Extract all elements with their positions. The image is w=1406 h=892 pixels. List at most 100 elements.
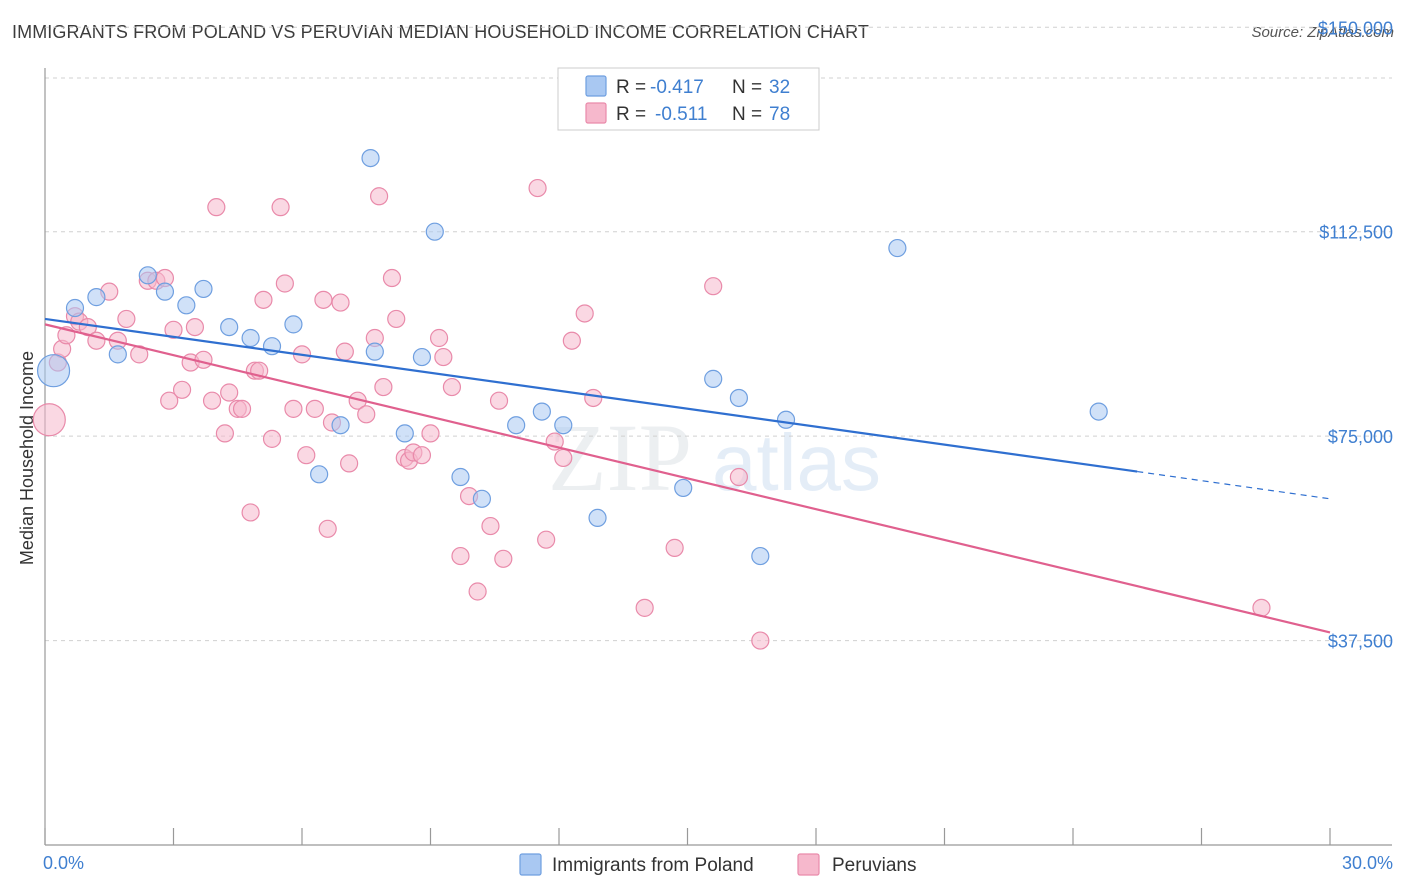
y-tick-label: $112,500	[1319, 223, 1393, 243]
peruvians-point	[442, 377, 462, 397]
peruvians-point	[429, 328, 449, 348]
peruvians-point	[241, 503, 260, 522]
poland-point	[284, 315, 303, 334]
poland-point	[776, 410, 796, 429]
peruvians-point	[704, 277, 723, 296]
poland-point	[472, 489, 491, 508]
poland-point	[365, 342, 384, 361]
legend-r-label-poland: R =	[616, 77, 646, 98]
peruvians-point	[537, 530, 556, 549]
poland-point	[451, 467, 470, 487]
peruvians-point	[271, 198, 290, 217]
poland-point	[729, 388, 749, 408]
legend-n-label-peruvians: N =	[732, 104, 762, 125]
peruvians-point	[284, 399, 303, 418]
peruvians-point	[32, 403, 66, 437]
poland-point	[412, 347, 432, 367]
peruvians-point	[185, 317, 205, 337]
poland-point	[395, 424, 414, 443]
y-tick-label: $150,000	[1318, 18, 1393, 38]
poland-point	[177, 296, 196, 315]
peruvians-point	[481, 516, 500, 536]
peruvians-point	[382, 268, 402, 288]
legend-bottom: Immigrants from Poland Peruvians	[519, 853, 917, 876]
series-poland-points	[36, 148, 1108, 566]
poland-point	[65, 298, 85, 318]
poland-point	[588, 508, 607, 528]
peruvians-point	[451, 546, 470, 566]
peruvians-point	[202, 391, 222, 410]
poland-trend-extension	[1137, 470, 1331, 500]
poland-point	[194, 279, 213, 299]
legend-r-label-peruvians: R =	[616, 104, 646, 125]
legend-n-value-peruvians: 78	[769, 104, 790, 125]
poland-point	[220, 317, 239, 337]
legend-n-label-poland: N =	[732, 77, 762, 98]
peruvians-point	[370, 187, 389, 206]
peruvians-point	[254, 290, 273, 309]
peruvians-point	[374, 377, 393, 397]
peruvians-point	[421, 424, 440, 443]
peruvians-point	[207, 198, 226, 217]
poland-point	[108, 345, 127, 364]
legend-r-value-poland: -0.417	[650, 77, 704, 98]
poland-point	[331, 416, 350, 435]
peruvians-point	[262, 429, 282, 448]
poland-point	[507, 416, 526, 435]
peruvians-point	[335, 342, 354, 361]
bottom-legend-swatch-peruvians	[797, 853, 820, 876]
poland-point	[310, 465, 329, 484]
legend-n-value-poland: 32	[769, 77, 790, 98]
y-tick-label: $75,000	[1328, 427, 1393, 447]
bottom-legend-label-poland: Immigrants from Poland	[552, 855, 754, 876]
poland-point	[138, 266, 157, 285]
peruvians-point	[275, 274, 294, 293]
legend-swatch-poland	[585, 75, 607, 97]
peruvians-point	[160, 391, 179, 410]
peruvians-point	[489, 391, 509, 410]
poland-point	[36, 354, 71, 388]
peruvians-point	[314, 290, 333, 309]
peruvians-point	[297, 446, 316, 465]
peruvians-point	[554, 448, 573, 468]
x-tick-label-min: 0.0%	[43, 853, 84, 873]
peruvians-point	[305, 399, 324, 418]
legend-r-value-peruvians: -0.511	[655, 104, 707, 125]
y-tick-labels: $37,500 $75,000 $112,500 $150,000	[1318, 18, 1393, 651]
peruvians-point	[215, 424, 234, 443]
peruvians-point	[528, 178, 547, 198]
peruvians-point	[164, 320, 183, 339]
peruvians-point	[751, 631, 770, 650]
bottom-legend-swatch-poland	[519, 853, 542, 876]
legend-top: R = -0.417 N = 32 R = -0.511 N = 78	[557, 67, 820, 131]
poland-point	[554, 416, 573, 435]
peruvians-point	[635, 598, 654, 617]
x-tick-marks	[44, 828, 1331, 845]
peruvians-point	[232, 399, 252, 418]
peruvians-point	[412, 446, 432, 465]
poland-point	[704, 369, 723, 388]
peruvians-point	[729, 467, 749, 487]
poland-point	[241, 328, 260, 348]
peruvians-point	[434, 347, 453, 367]
legend-swatch-peruvians	[585, 102, 607, 124]
peruvians-point	[340, 454, 359, 473]
peruvians-trend-line	[44, 323, 1331, 634]
poland-point	[155, 282, 175, 301]
peruvians-point	[331, 293, 350, 312]
poland-point	[751, 546, 770, 566]
peruvians-point	[172, 380, 192, 399]
peruvians-point	[584, 388, 603, 408]
poland-trend-line	[44, 317, 1138, 473]
peruvians-point	[387, 309, 406, 329]
bottom-legend-label-peruvians: Peruvians	[832, 855, 917, 876]
poland-point	[888, 238, 907, 258]
peruvians-point	[575, 304, 594, 323]
peruvians-point	[494, 549, 513, 568]
peruvians-point	[318, 519, 337, 538]
poland-point	[87, 288, 106, 307]
y-axis-label: Median Household Income	[17, 351, 37, 565]
poland-point	[425, 222, 444, 241]
trend-lines	[44, 317, 1331, 634]
